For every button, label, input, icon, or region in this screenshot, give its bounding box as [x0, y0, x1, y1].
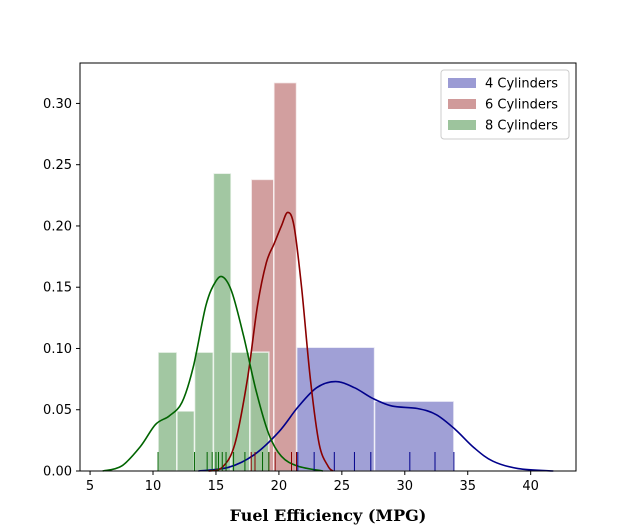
legend: 4 Cylinders 6 Cylinders 8 Cylinders — [440, 69, 570, 140]
x-tick-label-10: 10 — [145, 479, 162, 494]
y-tick-label-3: 0.15 — [43, 281, 72, 296]
legend-label-6-cylinders: 6 Cylinders — [485, 98, 558, 113]
legend-swatch-8-cylinders — [448, 120, 476, 130]
x-tick-label-30: 30 — [397, 479, 414, 494]
bar-8-cylinders-2 — [193, 351, 215, 472]
bar-4-cylinders-1 — [373, 400, 455, 472]
bar-8-cylinders-3 — [212, 172, 232, 472]
x-axis-label: Fuel Efficiency (MPG) — [230, 506, 427, 525]
y-tick-label-2: 0.10 — [43, 342, 72, 357]
y-tick-label-4: 0.20 — [43, 219, 72, 234]
y-axis: 0.00 0.05 0.10 0.15 0.20 0.25 0.30 — [43, 97, 80, 480]
kde-curves — [102, 211, 554, 472]
plot-frame — [79, 62, 577, 472]
x-tick-label-20: 20 — [271, 479, 288, 494]
x-tick-label-15: 15 — [208, 479, 225, 494]
y-tick-label-6: 0.30 — [43, 97, 72, 112]
x-tick-label-40: 40 — [522, 479, 539, 494]
legend-label-4-cylinders: 4 Cylinders — [485, 77, 558, 92]
legend-swatch-6-cylinders — [448, 99, 476, 109]
y-tick-label-1: 0.05 — [43, 403, 72, 418]
x-tick-label-35: 35 — [459, 479, 476, 494]
bar-8-cylinders-5 — [249, 351, 270, 472]
kde-8-cylinders — [102, 275, 324, 472]
x-tick-label-25: 25 — [334, 479, 351, 494]
y-tick-label-0: 0.00 — [43, 465, 72, 480]
y-tick-label-5: 0.25 — [43, 158, 72, 173]
bar-8-cylinders-1 — [176, 410, 196, 472]
x-tick-label-5: 5 — [86, 479, 94, 494]
x-axis: 5 10 15 20 25 30 35 40 — [86, 471, 539, 494]
rug-ticks — [157, 452, 455, 471]
legend-swatch-4-cylinders — [448, 78, 476, 88]
histogram-bars — [157, 81, 455, 472]
legend-label-8-cylinders: 8 Cylinders — [485, 119, 558, 134]
kde-6-cylinders — [208, 211, 334, 472]
kde-4-cylinders — [198, 380, 554, 472]
